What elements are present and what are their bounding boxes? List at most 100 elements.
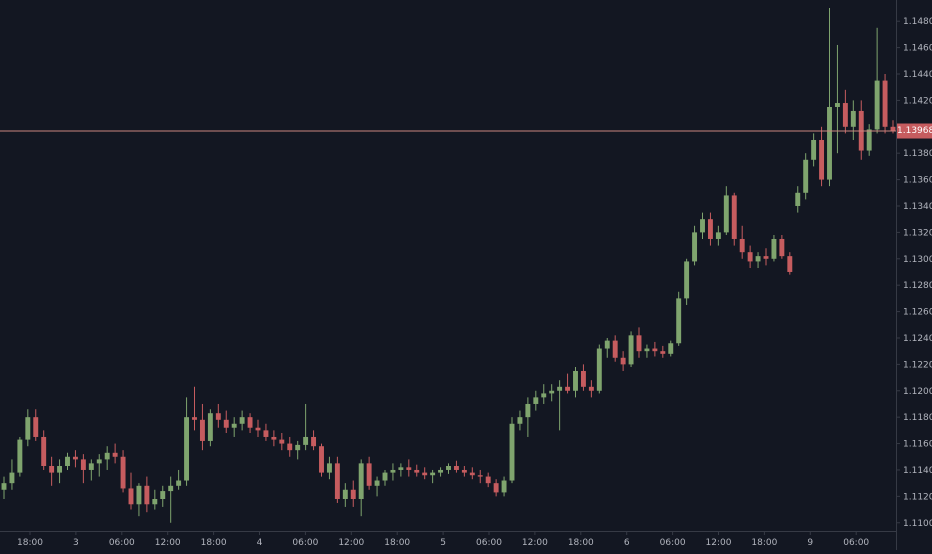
x-tick-label: 6 [624,538,630,548]
y-tick-label: 1.14600 [903,44,932,54]
candle-up [811,139,817,160]
candle-down [493,483,499,493]
x-tick-label: 18:00 [751,538,777,548]
y-tick-label: 1.11800 [903,413,932,423]
candle-up [501,480,507,493]
candle-up [160,491,166,500]
candle-down [199,419,205,441]
candle-down [247,417,253,428]
candle-down [144,485,150,505]
candle-down [890,126,896,131]
candle-down [636,335,642,352]
candle-up [88,463,94,470]
candle-down [414,469,420,473]
candle-up [25,417,31,440]
y-tick-label: 1.12400 [903,334,932,344]
candle-up [700,219,705,233]
x-tick-label: 12:00 [338,538,364,548]
candle-up [295,444,301,451]
x-tick-label: 12:00 [155,538,181,548]
candle-down [612,340,618,358]
x-tick-label: 3 [73,538,79,548]
candle-down [72,456,78,460]
x-tick-label: 4 [257,538,263,548]
candle-down [779,238,785,257]
candle-down [223,419,229,428]
candle-down [120,456,126,489]
y-tick-label: 1.11600 [903,440,932,450]
candle-down [334,463,340,500]
candle-up [96,459,102,464]
candle-down [41,436,47,467]
candle-down [49,466,55,473]
candle-up [382,472,388,481]
y-tick-label: 1.12800 [903,281,932,291]
candle-down [739,238,745,253]
y-tick-label: 1.14800 [903,17,932,27]
candle-down [477,475,483,477]
y-tick-label: 1.13200 [903,228,932,238]
candle-down [763,256,769,259]
candle-down [287,443,293,451]
candle-down [842,103,848,127]
candle-up [755,256,761,262]
candle-up [866,129,872,151]
candle-down [271,436,277,440]
x-tick-label: 12:00 [522,538,548,548]
candle-down [366,463,372,486]
candle-up [573,370,578,391]
candle-up [374,480,380,486]
candle-up [446,466,451,470]
candle-up [1,483,7,490]
candle-up [850,110,856,127]
candle-down [422,472,428,476]
candle-up [231,423,237,428]
candle-down [215,413,221,420]
candle-up [430,472,436,476]
candle-down [787,256,793,272]
candle-up [65,456,70,467]
y-tick-label: 1.11000 [903,519,932,529]
x-tick-label: 06:00 [292,538,318,548]
candle-up [509,423,515,481]
candle-up [303,436,309,445]
candle-down [588,386,594,391]
x-tick-label: 9 [807,538,813,548]
candle-down [128,488,134,505]
candle-up [684,261,690,299]
current-price-label: 1.13968 [897,125,932,136]
candle-down [279,439,285,444]
candle-down [731,195,737,239]
y-tick-label: 1.11200 [903,492,932,502]
candle-down [33,417,39,437]
candle-up [533,397,539,404]
candle-down [461,469,467,473]
candle-up [715,232,721,239]
x-tick-label: 5 [440,538,446,548]
candle-up [771,238,777,259]
candle-up [9,472,15,484]
x-tick-label: 06:00 [843,538,869,548]
candle-down [660,351,666,354]
candle-down [263,430,269,437]
x-tick-label: 12:00 [706,538,732,548]
candle-down [311,436,317,447]
candle-up [692,232,698,262]
y-tick-label: 1.13600 [903,176,932,186]
candle-down [819,139,825,180]
y-tick-label: 1.11400 [903,466,932,476]
candle-up [438,469,444,473]
x-tick-label: 06:00 [660,538,686,548]
x-tick-label: 18:00 [17,538,43,548]
candle-up [834,103,840,107]
candle-up [668,343,674,354]
candle-down [255,427,261,431]
candle-up [57,466,63,473]
x-tick-label: 18:00 [201,538,227,548]
candle-up [676,298,682,344]
candle-up [517,417,523,424]
candle-down [350,489,356,500]
x-tick-label: 18:00 [384,538,410,548]
